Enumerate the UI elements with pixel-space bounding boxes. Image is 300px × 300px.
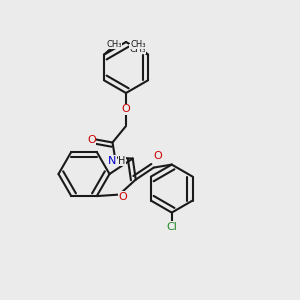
Text: CH₃: CH₃ [130,40,146,49]
Text: O: O [122,104,130,115]
Text: Cl: Cl [166,222,177,232]
Text: N: N [108,155,117,166]
Text: O: O [154,151,163,160]
Text: O: O [87,134,96,145]
Text: CH₃: CH₃ [106,40,122,49]
Text: O: O [118,192,127,202]
Text: CH₃: CH₃ [129,45,146,54]
Text: H: H [118,155,126,166]
